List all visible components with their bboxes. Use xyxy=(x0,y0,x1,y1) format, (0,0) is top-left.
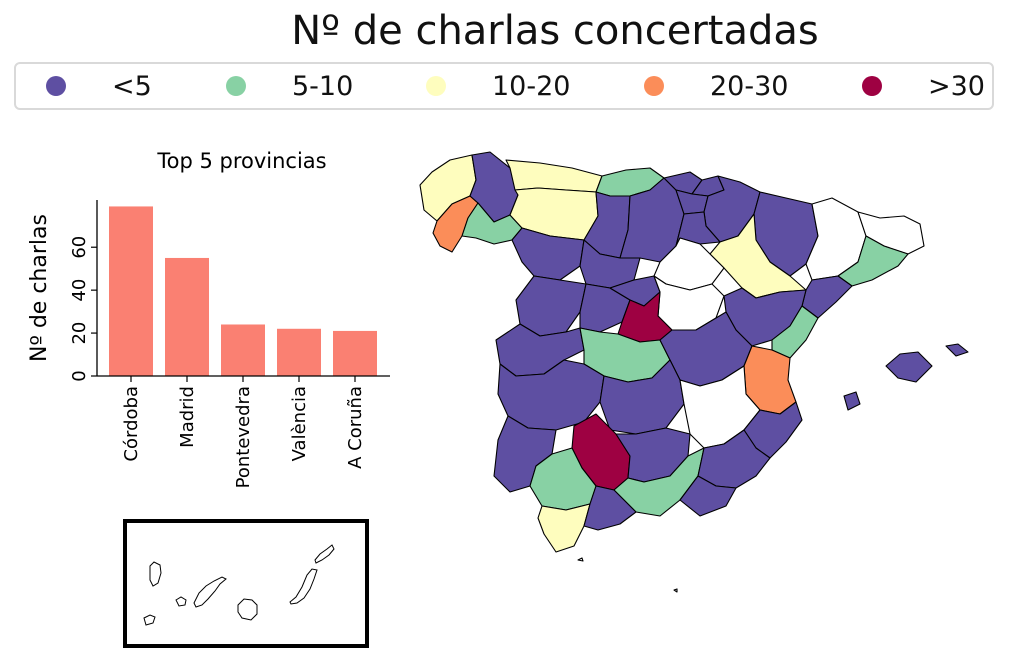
province-baleares xyxy=(843,343,969,411)
y-tick-label: 0 xyxy=(69,370,90,381)
legend-item-5-10: 5-10 xyxy=(226,64,353,108)
bar-chart-title: Top 5 provincias xyxy=(156,149,326,173)
legend-marker-5-10 xyxy=(226,76,246,96)
la-palma-island xyxy=(149,561,162,587)
province-salamanca xyxy=(515,275,587,337)
y-tick-label: 60 xyxy=(69,236,90,259)
fuerteventura-island xyxy=(289,568,318,605)
legend-label-gt30: >30 xyxy=(928,70,985,102)
province-cadiz xyxy=(537,503,591,553)
y-tick-label: 20 xyxy=(69,322,90,345)
x-tick-label: A Coruña xyxy=(345,386,366,469)
x-tick-label: València xyxy=(289,386,310,461)
province-malaga xyxy=(583,485,637,531)
spain-provinces-map xyxy=(419,151,969,593)
page-title: Nº de charlas concertadas xyxy=(291,8,819,54)
bar-chart-x-ticks: Córdoba Madrid Pontevedra València A Coruña xyxy=(121,376,366,488)
legend-marker-10-20 xyxy=(426,76,446,96)
inset-frame xyxy=(123,519,369,648)
bar xyxy=(221,324,265,376)
legend-item-10-20: 10-20 xyxy=(426,64,570,108)
province-asturias xyxy=(505,159,603,193)
legend-label-10-20: 10-20 xyxy=(492,70,571,102)
legend-marker-lt5 xyxy=(46,76,66,96)
melilla xyxy=(673,588,678,593)
y-tick-label: 40 xyxy=(69,279,90,302)
bar xyxy=(333,330,377,376)
x-tick-label: Córdoba xyxy=(121,386,142,462)
province-castellon xyxy=(771,305,819,359)
legend-label-lt5: <5 xyxy=(112,70,152,102)
canary-islands-inset xyxy=(123,519,369,648)
el-hierro-island xyxy=(143,614,156,626)
bar xyxy=(277,328,321,376)
la-gomera-island xyxy=(175,596,187,607)
province-barcelona xyxy=(837,235,909,287)
lanzarote-island xyxy=(314,544,335,564)
legend-label-5-10: 5-10 xyxy=(292,70,354,102)
bar-chart: Top 5 provincias Nº de charlas 0 20 40 60 C… xyxy=(27,149,390,488)
legend-item-20-30: 20-30 xyxy=(644,64,788,108)
bar-chart-y-ticks: 0 20 40 60 xyxy=(69,236,97,382)
bar-chart-y-axis-label: Nº de charlas xyxy=(27,214,52,362)
bar xyxy=(165,257,209,376)
bar-chart-bars xyxy=(109,206,377,376)
legend-item-lt5: <5 xyxy=(46,64,152,108)
legend-marker-20-30 xyxy=(644,76,664,96)
x-tick-label: Madrid xyxy=(177,386,198,448)
tenerife-island xyxy=(193,576,227,608)
province-almeria xyxy=(679,475,737,517)
legend: <5 5-10 10-20 20-30 >30 xyxy=(14,62,994,110)
legend-label-20-30: 20-30 xyxy=(710,70,789,102)
bar xyxy=(109,206,153,376)
gran-canaria-island xyxy=(237,598,258,621)
x-tick-label: Pontevedra xyxy=(233,386,254,488)
legend-marker-gt30 xyxy=(862,76,882,96)
legend-item-gt30: >30 xyxy=(862,64,985,108)
ceuta xyxy=(577,557,584,562)
